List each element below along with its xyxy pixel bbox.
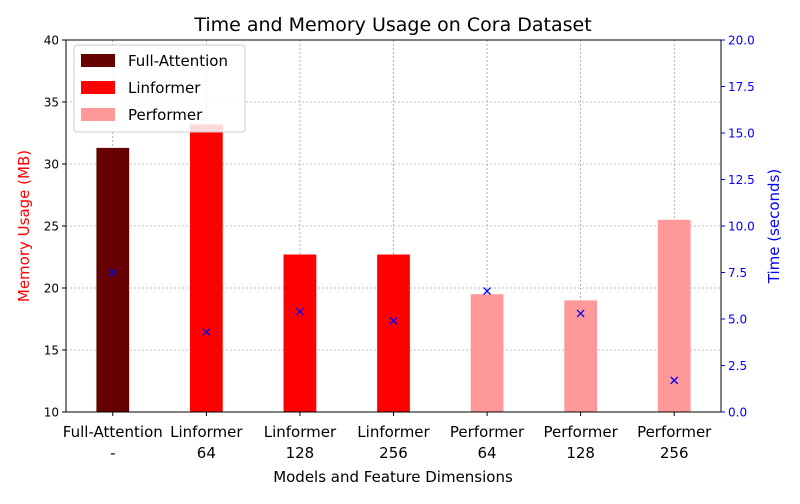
marker-layer [108,268,679,385]
time-marker-stroke [389,316,398,325]
time-marker-stroke [295,307,304,316]
memory-bar [377,254,410,412]
bar-layer [96,124,691,412]
y-right-tick-label: 20.0 [728,34,755,48]
time-marker-stroke [108,268,117,277]
memory-bar [283,254,317,412]
time-marker [295,307,304,316]
memory-bar [470,294,504,412]
y-left-tick-label: 10 [44,406,59,420]
y-right-tick-label: 17.5 [728,80,755,94]
memory-bar [657,219,691,412]
x-tick-label-dim: - [110,444,115,462]
chart-title: Time and Memory Usage on Cora Dataset [193,14,591,36]
time-marker [108,268,117,277]
x-tick-label-dim: 64 [197,444,216,462]
y-left-tick-label: 20 [44,282,59,296]
y-right-tick-label: 12.5 [728,173,755,187]
time-marker [576,309,585,318]
axis-layer: 10 15 20 25 30 35 40 0.0 2.5 5.0 7.5 10.0 12.5 15.0 17… [44,34,755,463]
x-tick-label-dim: 64 [478,444,497,462]
x-tick-label-model: Performer [544,423,619,441]
legend-swatch-linformer [81,81,115,94]
x-axis-label: Models and Feature Dimensions [273,468,513,486]
time-marker-stroke [576,309,585,318]
x-tick-label-model: Performer [637,423,712,441]
time-marker [483,287,492,296]
legend-label-linformer: Linformer [128,79,201,97]
memory-bar [564,300,598,412]
y-right-tick-label: 2.5 [728,359,747,373]
x-tick-label-dim: 256 [379,444,408,462]
x-tick-label-model: Performer [450,423,525,441]
y-left-tick-label: 35 [44,96,59,110]
y-right-tick-label: 5.0 [728,313,747,327]
y-left-tick-label: 30 [44,158,59,172]
y-axis-left-label: Memory Usage (MB) [15,150,33,302]
time-marker-stroke [483,287,492,296]
y-axis-right-label: Time (seconds) [765,169,783,285]
y-right-tick-label: 0.0 [728,406,747,420]
x-tick-label-dim: 256 [660,444,689,462]
y-left-tick-label: 40 [44,34,59,48]
time-marker-stroke [670,376,679,385]
memory-bar [189,124,223,412]
time-marker [670,376,679,385]
x-tick-label-dim: 128 [286,444,315,462]
x-tick-label-model: Linformer [170,423,243,441]
y-right-tick-label: 15.0 [728,127,755,141]
x-tick-label-model: Full-Attention [63,423,163,441]
legend-box [73,44,246,133]
x-tick-label-model: Linformer [357,423,430,441]
memory-bar [96,147,130,412]
y-left-tick-label: 25 [44,220,59,234]
y-right-tick-label: 10.0 [728,220,755,234]
time-marker-stroke [202,328,211,336]
legend-label-performer: Performer [128,106,203,124]
time-marker [202,328,211,336]
legend: Full-Attention Linformer Performer [73,44,246,133]
time-marker [389,316,398,325]
x-tick-label-dim: 128 [566,444,595,462]
legend-label-full-attention: Full-Attention [128,52,228,70]
legend-swatch-full-attention [81,54,115,67]
y-right-tick-label: 7.5 [728,266,747,280]
x-tick-label-model: Linformer [264,423,337,441]
y-left-tick-label: 15 [44,344,59,358]
legend-swatch-performer [81,108,115,121]
